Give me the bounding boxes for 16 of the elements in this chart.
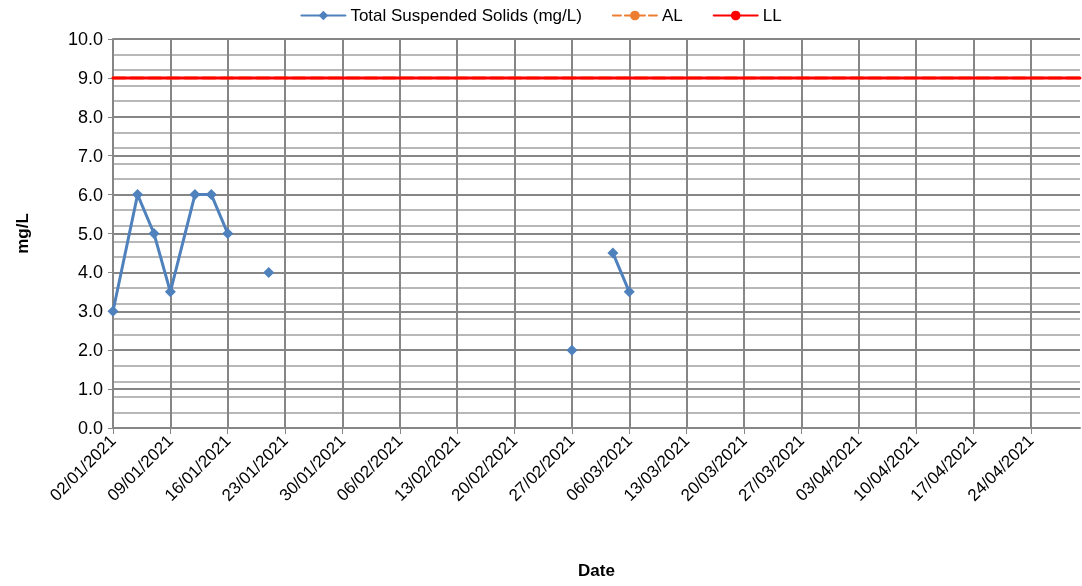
y-tick-label: 10.0 — [67, 29, 103, 49]
y-tick-label: 9.0 — [77, 67, 103, 88]
y-tick-label: 6.0 — [77, 184, 103, 205]
y-tick-label: 7.0 — [77, 145, 103, 166]
y-tick-label: 3.0 — [77, 301, 103, 322]
x-axis-title: Date — [578, 561, 615, 580]
legend-label: AL — [661, 6, 683, 25]
y-tick-label: 8.0 — [77, 106, 103, 127]
y-tick-label: 0.0 — [77, 418, 103, 438]
y-tick-label: 1.0 — [77, 379, 103, 400]
y-tick-label: 5.0 — [77, 223, 103, 244]
y-tick-label: 4.0 — [77, 262, 103, 283]
legend-label: LL — [762, 6, 782, 25]
legend-label: Total Suspended Solids (mg/L) — [350, 6, 582, 25]
y-axis-title: mg/L — [13, 213, 32, 254]
y-tick-label: 2.0 — [77, 340, 103, 361]
